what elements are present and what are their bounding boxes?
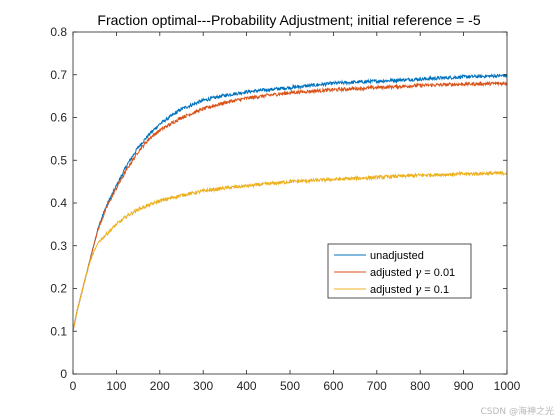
x-tick-label: 300 bbox=[193, 379, 213, 393]
legend-label-3: adjusted γ = 0.1 bbox=[370, 283, 449, 296]
x-tick-label: 400 bbox=[237, 379, 257, 393]
y-tick-label: 0.4 bbox=[50, 196, 67, 210]
series-line-3 bbox=[72, 170, 508, 332]
chart-title: Fraction optimal---Probability Adjustmen… bbox=[97, 12, 480, 28]
x-tick-label: 700 bbox=[367, 379, 387, 393]
plot-area bbox=[73, 32, 507, 374]
x-tick-label: 1000 bbox=[494, 379, 521, 393]
y-tick-label: 0.1 bbox=[50, 324, 67, 338]
watermark-text: CSDN @海神之光 bbox=[480, 407, 554, 417]
x-tick-label: 200 bbox=[150, 379, 170, 393]
legend-label-text: unadjusted bbox=[370, 250, 424, 262]
x-tick-label: 600 bbox=[323, 379, 343, 393]
legend-label-text: adjusted bbox=[370, 284, 415, 296]
y-tick-label: 0 bbox=[60, 367, 67, 381]
legend-label-2: adjusted γ = 0.01 bbox=[370, 266, 455, 279]
legend-gamma-symbol: γ bbox=[415, 283, 422, 296]
y-tick-label: 0.2 bbox=[50, 282, 67, 296]
x-tick-label: 900 bbox=[454, 379, 474, 393]
y-axis: 0 0.1 0.2 0.3 0.4 0.5 0.6 0.7 0.8 bbox=[50, 25, 507, 381]
x-tick-label: 800 bbox=[410, 379, 430, 393]
legend-label-suffix: = 0.1 bbox=[421, 284, 449, 296]
legend-label-1: unadjusted bbox=[370, 250, 424, 262]
legend-label-text: adjusted bbox=[370, 267, 415, 279]
y-tick-label: 0.6 bbox=[50, 111, 67, 125]
y-tick-label: 0.7 bbox=[50, 68, 67, 82]
x-tick-label: 500 bbox=[280, 379, 300, 393]
series-layer bbox=[72, 73, 508, 332]
x-axis: 0 100 200 300 400 500 600 700 800 900 1000 bbox=[70, 32, 521, 393]
y-tick-label: 0.5 bbox=[50, 153, 67, 167]
y-tick-label: 0.8 bbox=[50, 25, 67, 39]
legend-label-suffix: = 0.01 bbox=[421, 267, 455, 279]
series-line-2 bbox=[72, 80, 508, 331]
series-line-1 bbox=[72, 73, 508, 332]
x-tick-label: 0 bbox=[70, 379, 77, 393]
x-tick-label: 100 bbox=[106, 379, 126, 393]
legend-gamma-symbol: γ bbox=[415, 266, 422, 279]
y-tick-label: 0.3 bbox=[50, 239, 67, 253]
